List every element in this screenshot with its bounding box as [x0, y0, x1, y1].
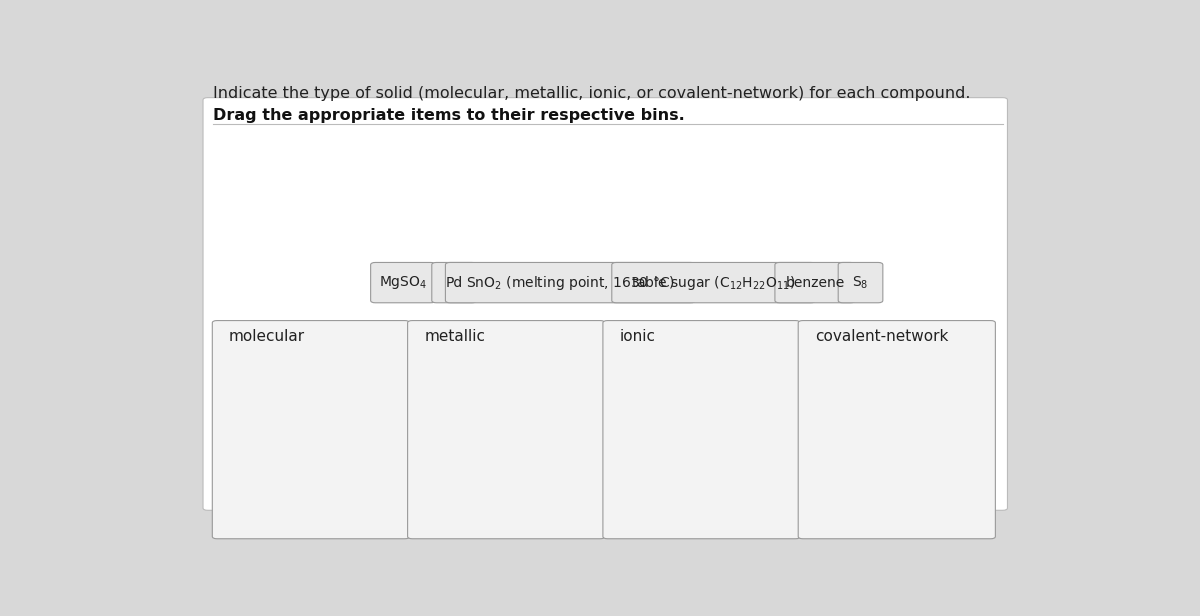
- FancyBboxPatch shape: [839, 262, 883, 303]
- FancyBboxPatch shape: [203, 97, 1008, 510]
- FancyBboxPatch shape: [432, 262, 476, 303]
- Text: S$_8$: S$_8$: [852, 274, 869, 291]
- Text: metallic: metallic: [425, 328, 485, 344]
- Text: table sugar (C$_{12}$H$_{22}$O$_{11}$): table sugar (C$_{12}$H$_{22}$O$_{11}$): [631, 274, 796, 291]
- Text: SnO$_2$ (melting point, 1630 °C): SnO$_2$ (melting point, 1630 °C): [466, 274, 674, 291]
- FancyBboxPatch shape: [775, 262, 854, 303]
- FancyBboxPatch shape: [408, 320, 605, 539]
- FancyBboxPatch shape: [798, 320, 995, 539]
- Text: Indicate the type of solid (molecular, metallic, ionic, or covalent-network) for: Indicate the type of solid (molecular, m…: [214, 86, 971, 101]
- FancyBboxPatch shape: [445, 262, 695, 303]
- Text: benzene: benzene: [785, 275, 845, 290]
- Text: Drag the appropriate items to their respective bins.: Drag the appropriate items to their resp…: [214, 108, 685, 123]
- FancyBboxPatch shape: [612, 262, 815, 303]
- Text: ionic: ionic: [619, 328, 655, 344]
- FancyBboxPatch shape: [602, 320, 800, 539]
- Text: MgSO$_4$: MgSO$_4$: [379, 274, 427, 291]
- Text: molecular: molecular: [229, 328, 305, 344]
- Text: Pd: Pd: [445, 275, 463, 290]
- Text: covalent-network: covalent-network: [815, 328, 948, 344]
- FancyBboxPatch shape: [371, 262, 436, 303]
- FancyBboxPatch shape: [212, 320, 409, 539]
